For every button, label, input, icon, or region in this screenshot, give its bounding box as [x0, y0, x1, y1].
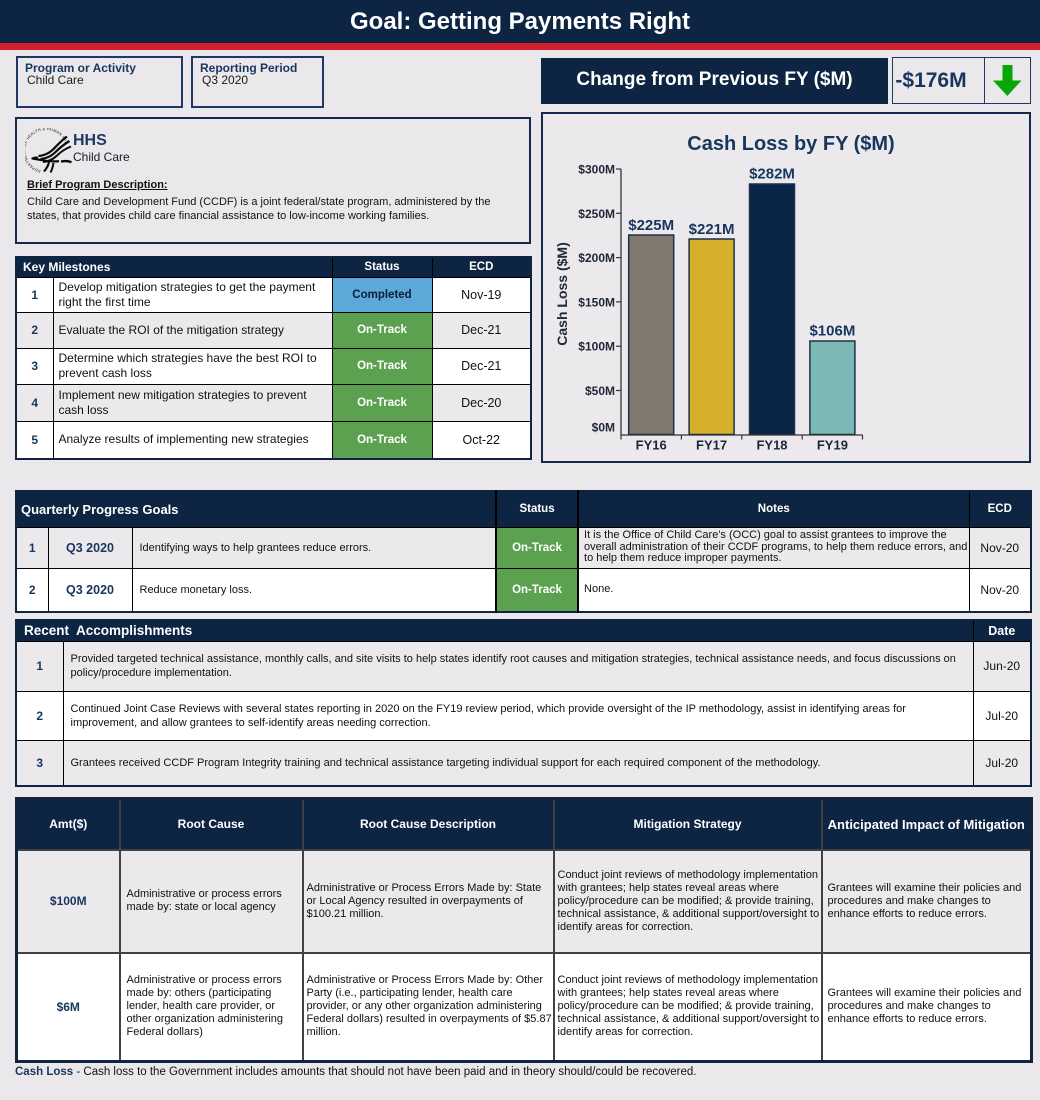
svg-text:$50M: $50M	[585, 384, 615, 398]
svg-text:FY17: FY17	[696, 438, 727, 453]
svg-text:$282M: $282M	[749, 166, 795, 183]
svg-text:Cash Loss by FY ($M): Cash Loss by FY ($M)	[687, 133, 894, 155]
svg-text:FY19: FY19	[817, 438, 848, 453]
svg-text:$200M: $200M	[578, 251, 615, 265]
svg-text:$225M: $225M	[628, 217, 674, 234]
svg-text:$106M: $106M	[809, 323, 855, 340]
svg-text:FY16: FY16	[636, 438, 667, 453]
svg-text:FY18: FY18	[756, 438, 787, 453]
svg-text:$221M: $221M	[689, 221, 735, 238]
svg-text:$150M: $150M	[578, 295, 615, 309]
svg-text:$100M: $100M	[578, 340, 615, 354]
svg-text:Cash Loss ($M): Cash Loss ($M)	[554, 242, 570, 345]
svg-text:$300M: $300M	[578, 163, 615, 177]
svg-text:$0M: $0M	[592, 421, 615, 435]
svg-text:$250M: $250M	[578, 207, 615, 221]
